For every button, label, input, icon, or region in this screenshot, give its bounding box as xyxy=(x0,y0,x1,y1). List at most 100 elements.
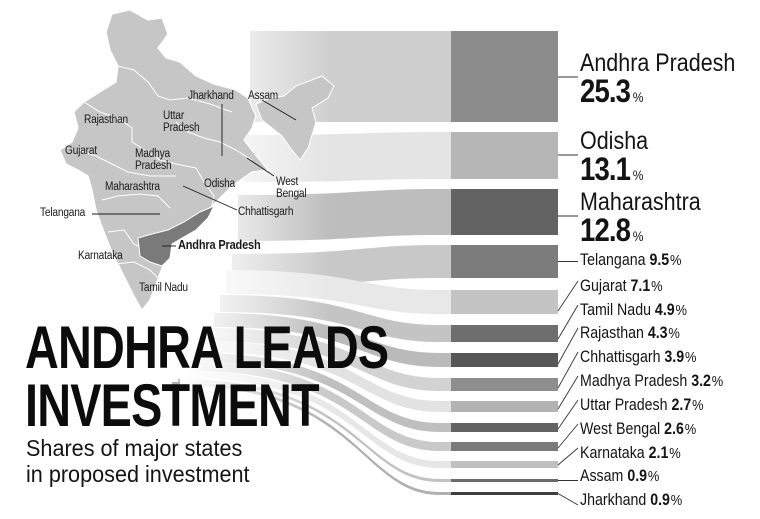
state-name: Madhya Pradesh xyxy=(580,372,692,390)
leader-line xyxy=(557,423,579,449)
percent-sign: % xyxy=(632,228,644,244)
map-state-label: Assam xyxy=(248,90,279,102)
map-state-label: Uttar xyxy=(163,110,185,122)
share-value: 3.2 xyxy=(691,372,711,390)
state-name: Gujarat xyxy=(580,277,631,295)
leader-line xyxy=(557,327,579,365)
bar-label: Karnataka 2.1% xyxy=(580,444,681,463)
state-name: Maharashtra xyxy=(580,188,701,216)
bar-label: Uttar Pradesh 2.7% xyxy=(580,396,704,415)
share-value: 0.9 xyxy=(650,491,670,509)
bar-label: Gujarat 7.1% xyxy=(580,277,663,296)
map-state-label: Odisha xyxy=(204,178,236,190)
bar-strip xyxy=(440,31,451,122)
share-value: 25.3 xyxy=(580,73,631,109)
bar-strip xyxy=(440,325,451,342)
state-name: Andhra Pradesh xyxy=(580,49,736,77)
map-state-label: Gujarat xyxy=(65,145,97,157)
bar-strip xyxy=(440,245,451,278)
bar-strip xyxy=(440,479,451,482)
map-northeast xyxy=(255,75,335,161)
percent-sign: % xyxy=(647,468,660,485)
bar-label: Tamil Nadu 4.9% xyxy=(580,301,687,320)
bar-label: Maharashtra 12.8% xyxy=(580,189,701,246)
share-bar xyxy=(451,31,558,122)
leader-line xyxy=(557,375,579,410)
flow-band xyxy=(184,371,440,468)
share-bar xyxy=(451,461,558,468)
share-bar xyxy=(451,353,558,367)
state-name: Assam xyxy=(580,467,628,485)
bar-label: Madhya Pradesh 3.2% xyxy=(580,372,723,391)
share-bar xyxy=(451,132,558,179)
state-name: West Bengal xyxy=(580,420,665,438)
share-bar xyxy=(451,479,558,482)
bar-label: Chhattisgarh 3.9% xyxy=(580,348,696,367)
headline-line-1: ANDHRA LEADS xyxy=(25,314,389,381)
percent-sign: % xyxy=(670,252,682,269)
bar-strip xyxy=(440,290,451,314)
state-name: Telangana xyxy=(580,251,650,269)
flow-band xyxy=(196,353,440,432)
subtitle-line-1: Shares of major states xyxy=(26,435,243,461)
map-state-label: Chhattisgarh xyxy=(238,206,294,218)
map-state-label: Pradesh xyxy=(135,160,172,172)
india-map xyxy=(59,9,335,312)
flow-band xyxy=(190,362,440,451)
map-state-label: Karnataka xyxy=(78,250,123,262)
bar-label: West Bengal 2.6% xyxy=(580,420,696,439)
share-bar xyxy=(451,423,558,432)
bar-label: Andhra Pradesh 25.3% xyxy=(580,50,735,107)
map-andhra-pradesh xyxy=(137,205,216,267)
share-bar xyxy=(451,401,558,412)
share-value: 2.7 xyxy=(671,396,692,414)
percent-sign: % xyxy=(711,373,724,390)
leader-line xyxy=(557,399,579,430)
map-leader-lines xyxy=(92,99,297,247)
state-name: Odisha xyxy=(580,127,649,155)
bar-label: Odisha 13.1% xyxy=(580,128,648,185)
bar-strip xyxy=(440,401,451,412)
percent-sign: % xyxy=(668,325,680,342)
percent-sign: % xyxy=(692,397,704,414)
map-state-label: Rajasthan xyxy=(84,114,128,126)
leader-line xyxy=(557,351,579,389)
leader-line xyxy=(557,493,579,506)
bar-strip xyxy=(440,378,451,391)
share-value: 0.9 xyxy=(627,467,648,485)
map-state-label: Pradesh xyxy=(163,122,200,134)
map-state-label: Madhya xyxy=(135,148,170,160)
subtitle-line-2: in proposed investment xyxy=(26,461,250,487)
share-value: 13.1 xyxy=(580,151,631,187)
map-state-label: Telangana xyxy=(40,207,86,219)
share-bars xyxy=(440,31,558,495)
state-name: Rajasthan xyxy=(580,324,648,342)
percent-sign: % xyxy=(651,278,663,295)
bar-strip xyxy=(440,423,451,432)
map-state-label: Maharashtra xyxy=(105,181,160,193)
state-name: Chhattisgarh xyxy=(580,348,665,366)
leader-line xyxy=(557,280,579,312)
leader-line xyxy=(557,447,579,466)
bar-strip xyxy=(440,442,451,451)
share-bar xyxy=(451,290,558,314)
share-value: 9.5 xyxy=(649,251,670,269)
share-bar xyxy=(451,245,558,278)
state-name: Jharkhand xyxy=(580,491,651,509)
percent-sign: % xyxy=(632,167,644,183)
share-value: 12.8 xyxy=(580,212,631,248)
state-name: Uttar Pradesh xyxy=(580,396,672,414)
bar-label: Telangana 9.5% xyxy=(580,251,682,270)
state-name: Tamil Nadu xyxy=(580,301,655,319)
bar-strip xyxy=(440,492,451,495)
percent-sign: % xyxy=(632,89,644,105)
label-leaders xyxy=(557,76,579,506)
bar-strip xyxy=(440,189,451,235)
headline-line-2: INVESTMENT xyxy=(25,372,320,439)
map-state-label: Tamil Nadu xyxy=(139,282,188,294)
share-value: 3.9 xyxy=(664,348,685,366)
bar-strip xyxy=(440,461,451,468)
flow-band xyxy=(202,341,440,412)
